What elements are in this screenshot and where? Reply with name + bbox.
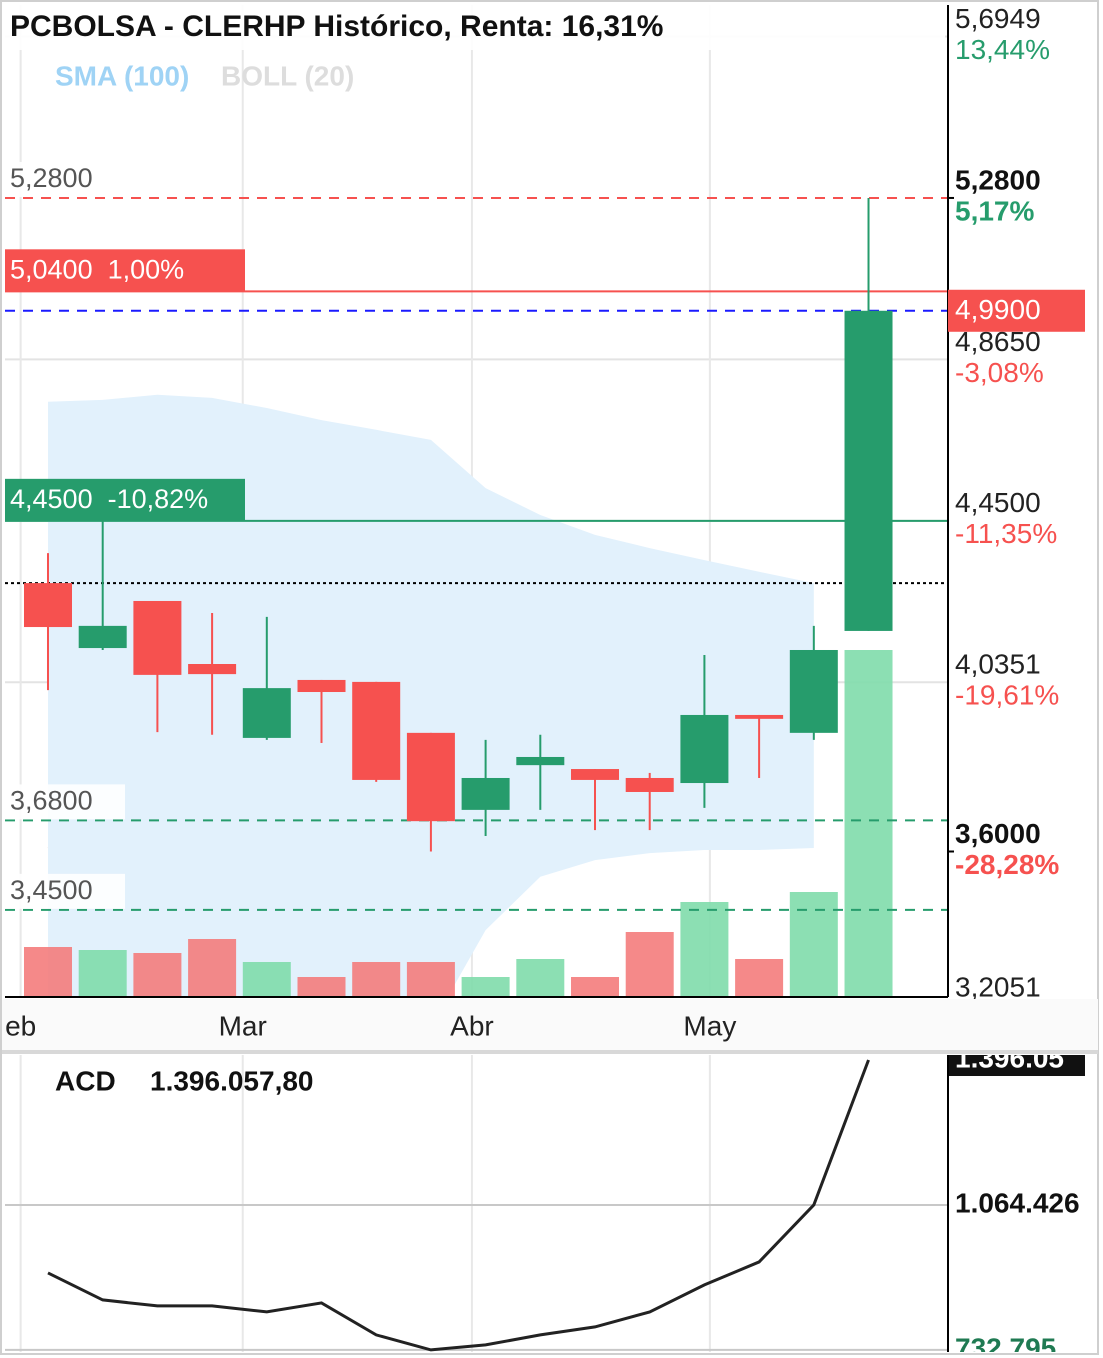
volume-bar [188, 939, 237, 997]
volume-bar [78, 950, 127, 997]
y-tick-change: 5,17% [955, 195, 1034, 226]
level-box [5, 249, 245, 292]
volume-bar [242, 962, 291, 997]
candle-body [461, 777, 510, 810]
chart-title: PCBOLSA - CLERHP Histórico, Renta: 16,31… [10, 10, 663, 43]
x-tick-label: Mar [219, 1010, 267, 1041]
candle-body [844, 310, 893, 631]
candle-body [297, 679, 346, 693]
level-box [5, 784, 125, 820]
x-tick-label: Abr [450, 1010, 494, 1041]
volume-bar [352, 962, 401, 997]
volume-bar [844, 650, 893, 997]
bollinger-band [47, 394, 814, 997]
axis-marker-label: 3,6000 [955, 818, 1041, 849]
level-label: 5,0400 1,00% [10, 254, 184, 284]
y-tick-label: 4,4500 [955, 487, 1041, 518]
volume-bar [571, 977, 620, 997]
candle-body [625, 777, 674, 792]
y-tick-change: -11,35% [955, 518, 1057, 549]
level-box [5, 161, 125, 197]
price-marker-box [948, 289, 1085, 332]
volume-bar [23, 947, 72, 997]
level-box [5, 873, 125, 909]
level-label: 3,4500 [10, 875, 93, 905]
candle-body [516, 756, 565, 766]
value-marker-label: 1.396.05 [955, 1042, 1064, 1073]
level-box [5, 478, 245, 521]
volume-bar [516, 959, 565, 997]
volume-bar [461, 977, 510, 997]
candle-body [352, 681, 401, 780]
candle-body [133, 600, 182, 675]
volume-bar [133, 953, 182, 997]
candle-body [242, 688, 291, 738]
y-tick-change: -3,08% [955, 357, 1044, 388]
legend-entry: BOLL (20) [221, 60, 354, 91]
axis-marker-label: 5,2800 [955, 164, 1041, 195]
title-bg [5, 5, 945, 50]
x-tick-label: eb [5, 1010, 36, 1041]
legend-entry: SMA (100) [55, 60, 189, 91]
y-tick-label: 5,6949 [955, 3, 1041, 34]
candle-body [571, 769, 620, 780]
candle-body [406, 732, 455, 822]
candle-body [23, 583, 72, 628]
y-tick-label: 4,0351 [955, 649, 1041, 680]
candle-body [735, 714, 784, 719]
acd-line [47, 1059, 870, 1352]
x-tick-label: May [683, 1010, 736, 1041]
volume-bar [789, 892, 838, 997]
date-strip [2, 999, 1098, 1052]
y-tick-change: -28,28% [955, 849, 1059, 880]
volume-bar [297, 977, 346, 997]
level-label: 5,2800 [10, 163, 93, 193]
volume-bar [625, 932, 674, 997]
y-tick-label: 1.064.426 [955, 1187, 1080, 1218]
level-label: 3,6800 [10, 786, 93, 816]
volume-bar [406, 962, 455, 997]
y-tick-change: 13,44% [955, 34, 1050, 65]
value-marker-box [948, 1055, 1085, 1077]
acd-panel: 1.064.426 732.795 1.396.05 [5, 1042, 1085, 1358]
indicator-title: ACD [55, 1065, 116, 1096]
price-marker-label: 4,9900 [955, 294, 1041, 325]
volume-bar [735, 959, 784, 997]
candle-body [680, 714, 729, 784]
y-tick-label: 732.795 [955, 1332, 1056, 1358]
candle-body [789, 649, 838, 733]
y-tick-change: -19,61% [955, 680, 1059, 711]
candle-body [78, 625, 127, 649]
candle-body [188, 663, 237, 675]
level-label: 4,4500 -10,82% [10, 484, 208, 514]
volume-bar [680, 902, 729, 997]
indicator-value: 1.396.057,80 [150, 1065, 314, 1096]
y-tick-label: 3,2051 [955, 972, 1041, 1003]
